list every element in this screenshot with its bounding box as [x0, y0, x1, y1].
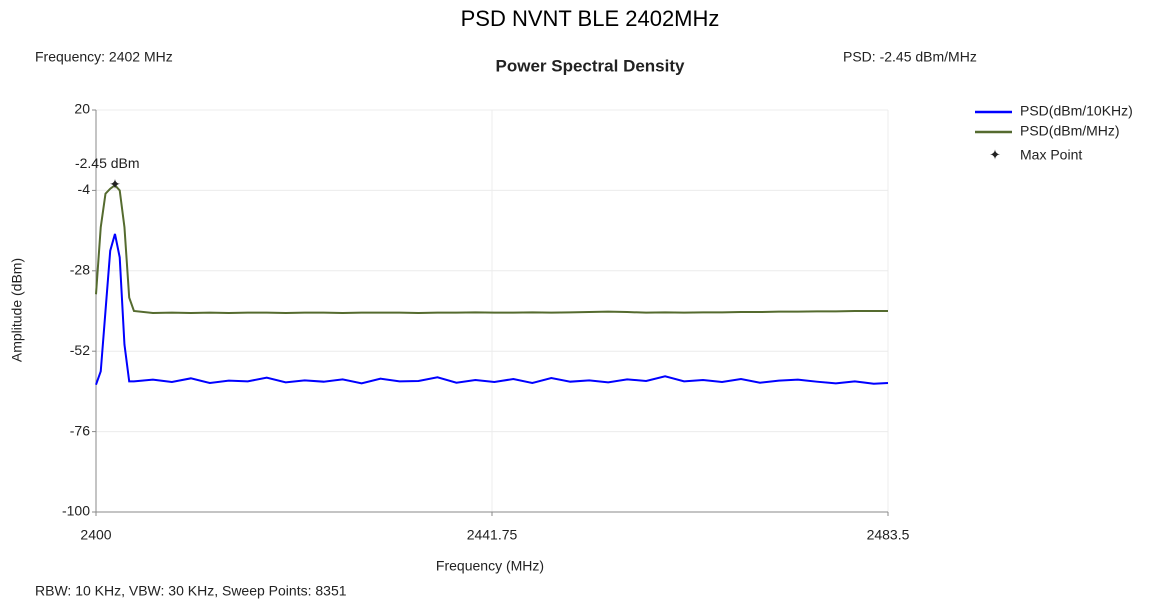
chart-title: PSD NVNT BLE 2402MHz [461, 6, 720, 31]
y-axis-label: Amplitude (dBm) [9, 258, 25, 362]
legend-label: Max Point [1020, 147, 1082, 163]
max-point-label: -2.45 dBm [75, 155, 140, 171]
footnote: RBW: 10 KHz, VBW: 30 KHz, Sweep Points: … [35, 583, 347, 599]
info-left: Frequency: 2402 MHz [35, 49, 173, 65]
y-tick-label: -28 [70, 262, 90, 278]
y-tick-label: -100 [62, 503, 90, 519]
legend-label: PSD(dBm/10KHz) [1020, 103, 1133, 119]
max-point-marker: ✦ [109, 176, 121, 192]
legend-marker: ✦ [989, 147, 1001, 163]
x-tick-label: 2483.5 [867, 527, 910, 543]
series-line [95, 233, 889, 386]
y-tick-label: -52 [70, 342, 90, 358]
x-tick-label: 2400 [80, 527, 111, 543]
y-tick-label: -76 [70, 422, 90, 438]
series-line [95, 183, 888, 315]
y-tick-label: -4 [78, 181, 91, 197]
legend-label: PSD(dBm/MHz) [1020, 123, 1120, 139]
x-tick-label: 2441.75 [467, 527, 518, 543]
chart-subtitle: Power Spectral Density [496, 56, 686, 75]
x-axis-label: Frequency (MHz) [436, 558, 544, 574]
info-right: PSD: -2.45 dBm/MHz [843, 49, 977, 65]
y-tick-label: 20 [74, 101, 90, 117]
